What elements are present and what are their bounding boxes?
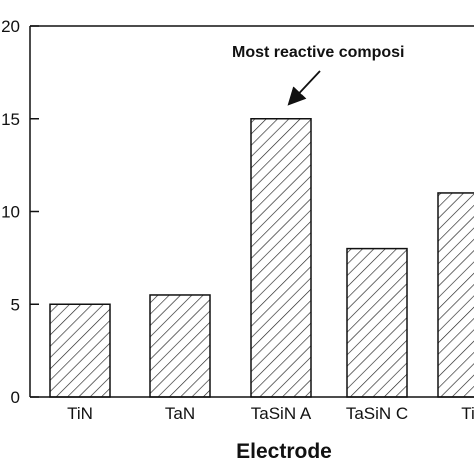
y-tick-label: 0	[11, 388, 20, 407]
y-tick-label: 10	[1, 203, 20, 222]
bars-group	[49, 118, 474, 398]
x-tick-label: TaSiN A	[251, 404, 312, 423]
annotation: Most reactive composi	[232, 44, 405, 106]
bar-ti	[437, 192, 474, 398]
bar-tasin-c	[346, 247, 408, 398]
x-axis-label: Electrode	[236, 440, 332, 463]
bar-tin	[49, 303, 111, 398]
x-tick-label: TiN	[67, 404, 93, 423]
bar-tan	[149, 294, 211, 398]
annotation-text: Most reactive composi	[232, 44, 405, 61]
bar-tasin-a	[250, 118, 312, 398]
y-axis-ticks: 0 5 10 15 20	[1, 17, 39, 407]
x-tick-label: TaSiN C	[346, 404, 408, 423]
y-tick-label: 20	[1, 17, 20, 36]
x-tick-label: TaN	[165, 404, 195, 423]
annotation-arrow	[287, 70, 321, 106]
x-axis-ticks: TiN TaN TaSiN A TaSiN C Ti	[67, 404, 474, 423]
y-tick-label: 15	[1, 110, 20, 129]
x-tick-label: Ti	[461, 404, 474, 423]
y-tick-label: 5	[11, 295, 20, 314]
